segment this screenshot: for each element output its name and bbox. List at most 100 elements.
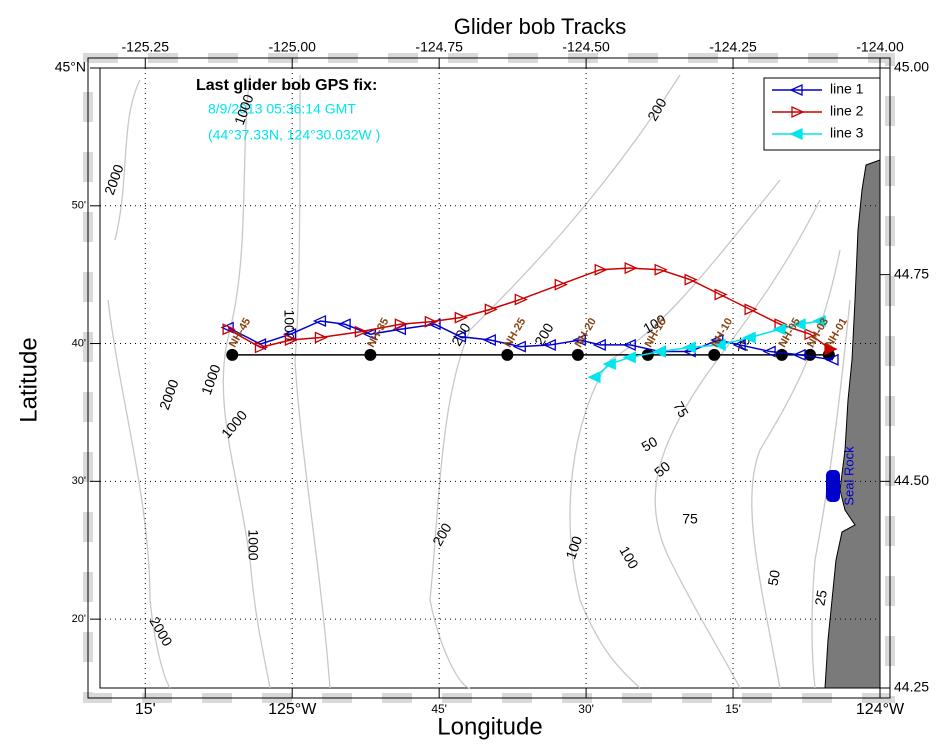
track-marker [222, 323, 236, 336]
track-marker [684, 273, 698, 286]
contour-label: 25 [811, 589, 829, 607]
track-marker [792, 318, 806, 331]
station [641, 348, 654, 361]
track-marker [742, 331, 756, 344]
track-marker [454, 311, 468, 324]
annotation: 8/9/2013 05:36:14 GMT [208, 101, 356, 117]
track-marker [254, 341, 269, 354]
seal-rock-marks [826, 470, 840, 502]
track-marker [622, 338, 636, 351]
track-marker [452, 330, 466, 343]
track-marker [804, 328, 818, 341]
contour-label: 50 [639, 433, 661, 455]
y-tick-label: 45°N [55, 59, 86, 75]
contour-line [114, 79, 141, 241]
legend-label: line 3 [830, 125, 864, 141]
x2-tick-label: -124.75 [415, 39, 463, 55]
legend-marker [789, 127, 803, 141]
track-marker [594, 263, 608, 276]
contour-line [429, 74, 681, 689]
contour-line [294, 74, 331, 689]
y-tick-label: 30' [72, 475, 86, 487]
seal-rock [826, 470, 840, 502]
y2-tick-label: 45.00 [894, 59, 929, 75]
track-marker [337, 318, 351, 331]
track-marker [362, 328, 377, 341]
track-marker [824, 343, 838, 356]
track-marker [284, 333, 299, 346]
x2-tick-label: -125.25 [122, 39, 170, 55]
annotation: Last glider bob GPS fix: [196, 77, 377, 94]
legend-label: line 1 [830, 81, 864, 97]
track-marker [652, 345, 666, 358]
track-marker [792, 348, 806, 361]
contour-label: 50 [764, 569, 782, 587]
track-marker [682, 341, 696, 354]
x-tick-label: 15' [725, 702, 741, 716]
track-marker [512, 340, 526, 353]
track-marker [714, 288, 728, 301]
contour-line [222, 74, 271, 689]
station [501, 348, 514, 361]
station [364, 348, 377, 361]
x-tick-label: 124°W [856, 701, 905, 718]
y2-tick-label: 44.75 [894, 265, 929, 281]
x-axis-label: Longitude [437, 713, 542, 740]
track-marker [314, 331, 328, 344]
track-marker [772, 323, 786, 336]
contour-label: 75 [670, 399, 692, 421]
track-marker [825, 353, 839, 366]
y-axis-label: Latitude [15, 337, 42, 422]
track-marker [354, 325, 368, 338]
station [775, 348, 788, 361]
track-marker [542, 338, 556, 351]
legend-label: line 2 [830, 103, 864, 119]
contour-label: 75 [682, 511, 698, 527]
track-marker [484, 303, 498, 316]
x-tick-label: 45' [431, 702, 447, 716]
track-marker [592, 338, 606, 351]
contour-label: 100 [562, 534, 585, 562]
track-line [594, 320, 821, 378]
legend-marker [789, 83, 803, 97]
track-marker [220, 321, 234, 334]
track-marker [482, 333, 496, 346]
track-marker [554, 278, 568, 291]
land [824, 159, 881, 689]
track-marker [762, 345, 776, 358]
y-tick-label: 50' [72, 200, 86, 212]
x-tick-label: 15' [135, 701, 156, 718]
outer-frame [87, 57, 891, 699]
track-marker [572, 333, 586, 346]
y-tick-label: 40' [72, 337, 86, 349]
track-marker [712, 338, 726, 351]
y2-tick-label: 44.25 [894, 679, 929, 695]
x2-tick-label: -125.00 [268, 39, 316, 55]
chart-title: Glider bob Tracks [454, 14, 626, 39]
track-marker [710, 333, 724, 346]
contour-line [569, 179, 781, 689]
y2-tick-label: 44.50 [894, 472, 929, 488]
track-marker [602, 357, 616, 370]
contour-line [811, 299, 851, 689]
station [708, 348, 721, 361]
contours [107, 74, 851, 689]
contour-label: 1000 [245, 529, 261, 560]
station [804, 348, 817, 361]
track-marker [654, 263, 668, 276]
place-label: Seal Rock [841, 446, 856, 506]
x2-tick-label: -124.25 [709, 39, 757, 55]
y-tick-label: 20' [72, 613, 86, 625]
track-marker [732, 338, 746, 351]
track-marker [812, 314, 826, 327]
track-marker [587, 371, 601, 384]
x2-tick-label: -124.00 [856, 39, 904, 55]
track-marker [744, 303, 758, 316]
track-marker [514, 293, 528, 306]
x-tick-label: 30' [578, 702, 594, 716]
track-marker [424, 315, 438, 328]
x2-tick-label: -124.50 [562, 39, 610, 55]
contour-line [107, 299, 171, 689]
station [571, 348, 584, 361]
